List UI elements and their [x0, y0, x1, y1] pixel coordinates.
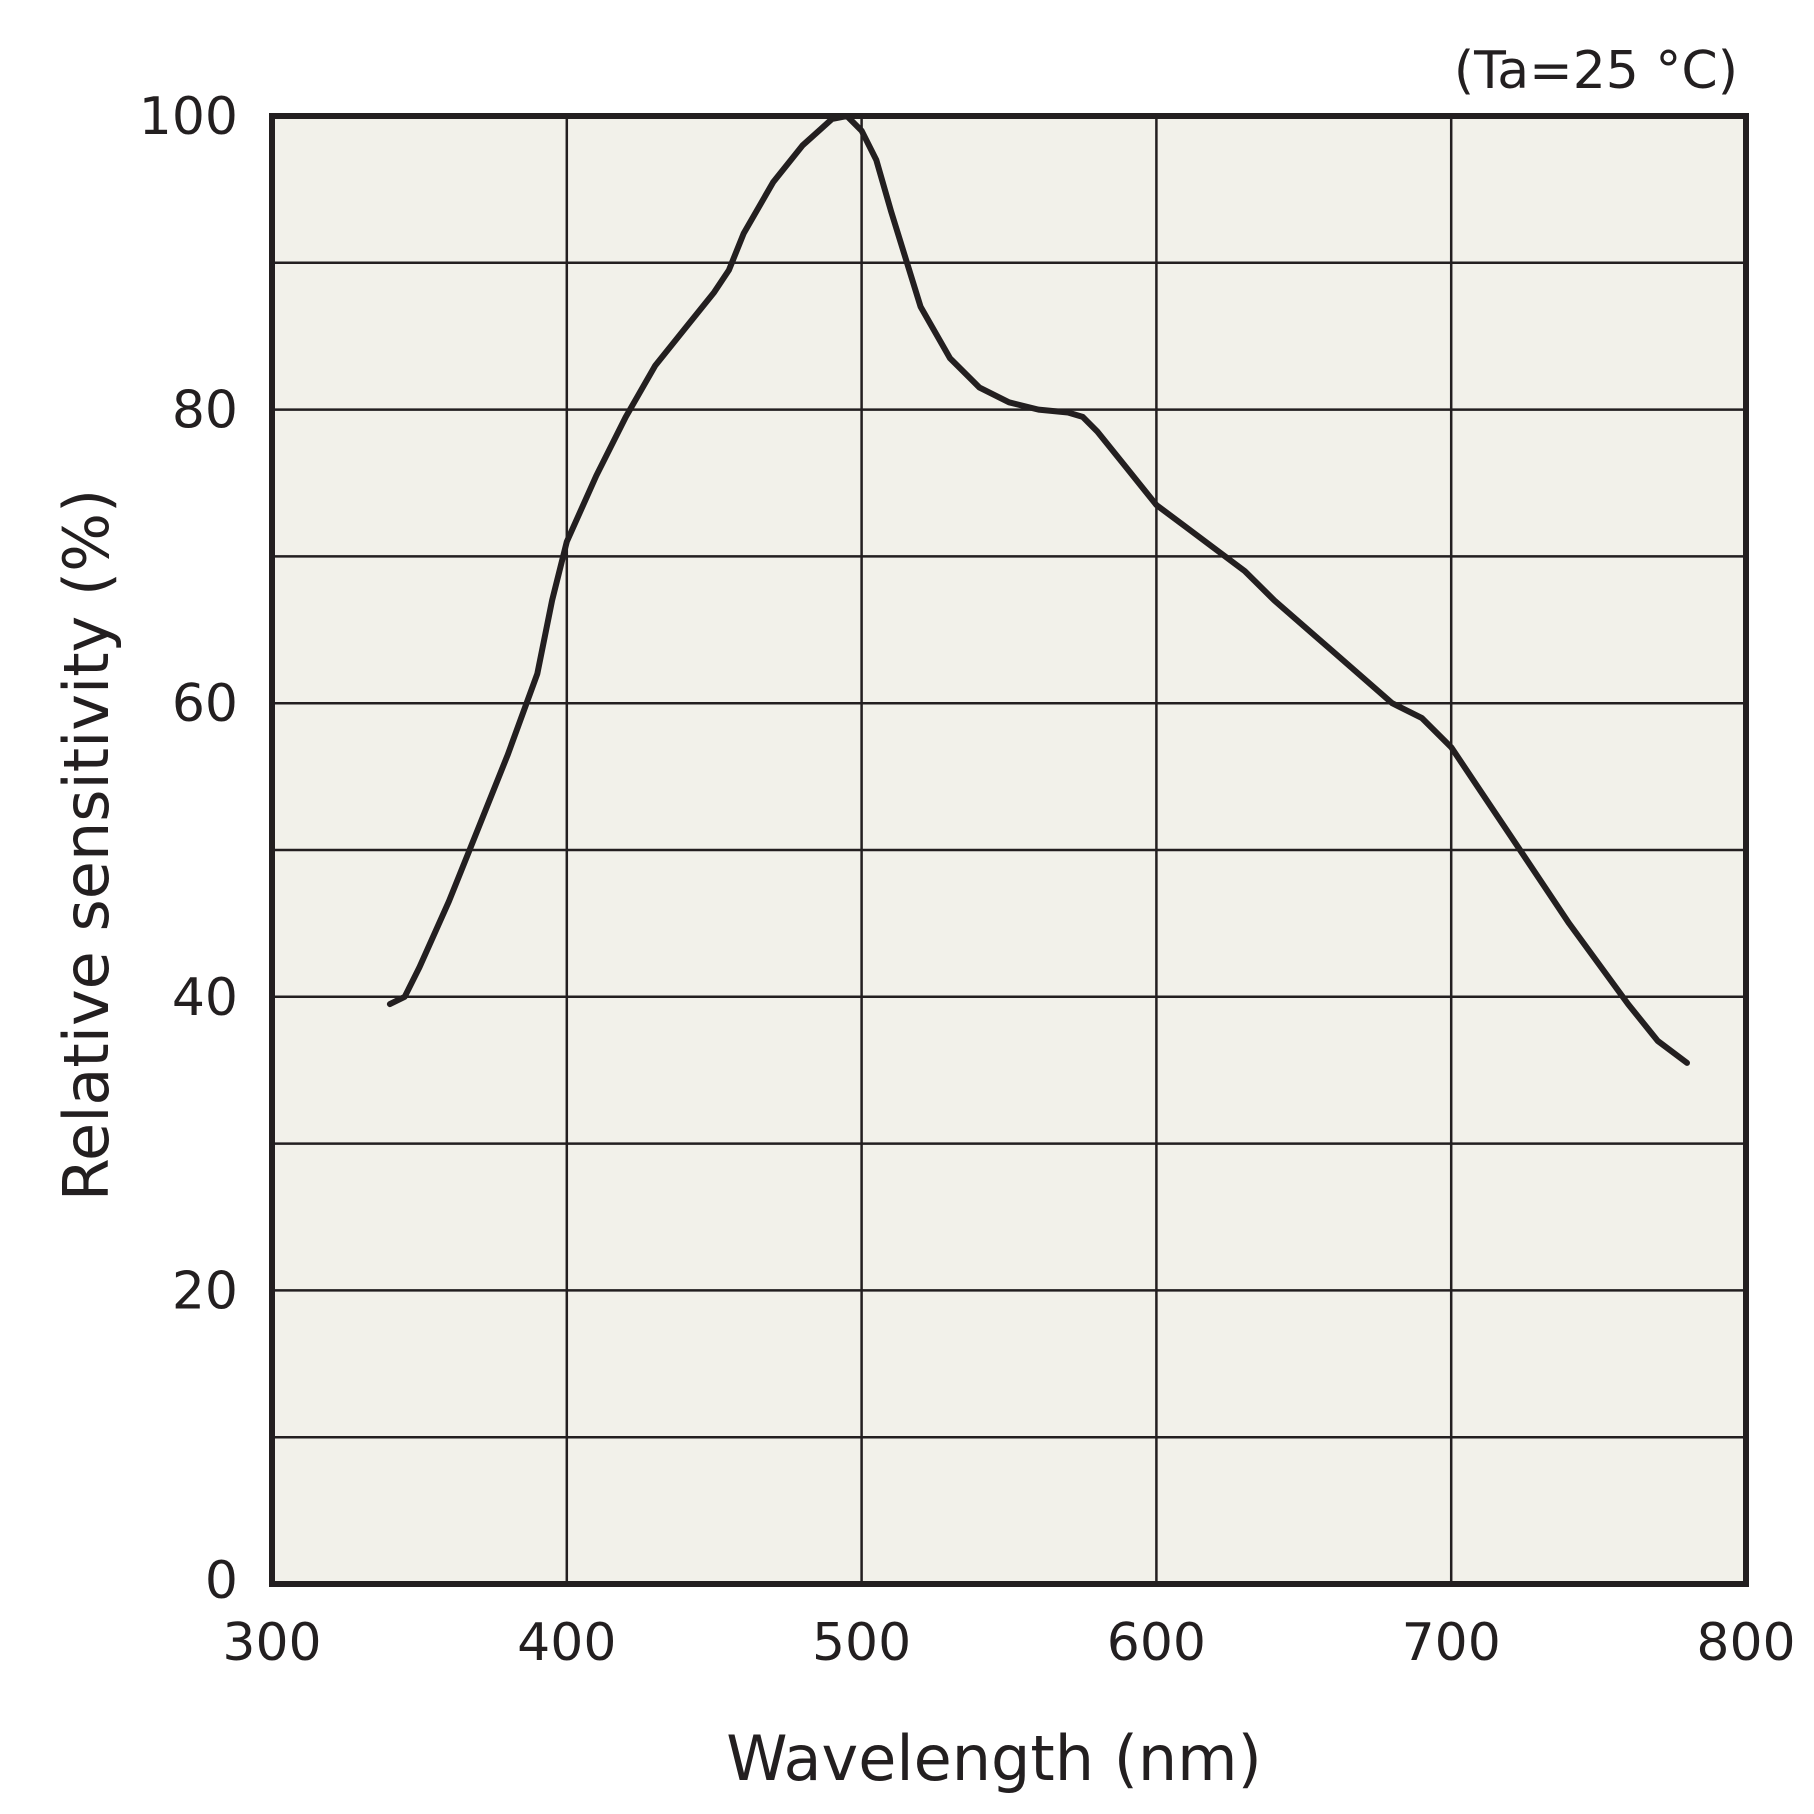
y-tick-label: 40 — [172, 968, 238, 1028]
grid — [272, 116, 1746, 1584]
y-axis-ticks: 0 20 40 60 80 100 — [139, 87, 238, 1611]
series-line — [386, 113, 1690, 1066]
y-tick-label: 100 — [139, 87, 238, 147]
x-tick-label: 500 — [812, 1613, 911, 1673]
x-tick-label: 800 — [1696, 1613, 1795, 1673]
plot-frame — [269, 113, 1749, 1587]
y-tick-label: 20 — [172, 1261, 238, 1321]
y-axis-title: Relative sensitivity (%) — [50, 489, 123, 1201]
y-tick-label: 60 — [172, 674, 238, 734]
x-tick-label: 300 — [222, 1613, 321, 1673]
x-axis-ticks: 300 400 500 600 700 800 — [222, 1613, 1795, 1673]
y-tick-label: 80 — [172, 381, 238, 441]
x-tick-label: 700 — [1402, 1613, 1501, 1673]
x-tick-label: 400 — [517, 1613, 616, 1673]
temperature-annotation: (Ta=25 °C) — [1454, 41, 1738, 101]
x-tick-label: 600 — [1107, 1613, 1206, 1673]
x-axis-title: Wavelength (nm) — [726, 1722, 1262, 1795]
y-tick-label: 0 — [205, 1551, 238, 1611]
